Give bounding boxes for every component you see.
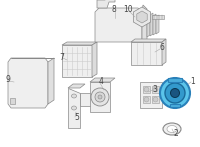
Polygon shape (140, 82, 162, 108)
Polygon shape (142, 5, 147, 42)
Polygon shape (152, 96, 159, 103)
Ellipse shape (144, 97, 149, 102)
Polygon shape (152, 15, 164, 19)
Ellipse shape (91, 88, 109, 106)
Polygon shape (10, 98, 15, 104)
Polygon shape (131, 39, 166, 42)
Ellipse shape (167, 126, 177, 132)
Polygon shape (90, 78, 115, 82)
Polygon shape (62, 42, 97, 45)
Text: 8: 8 (112, 5, 116, 15)
Ellipse shape (98, 95, 102, 99)
Polygon shape (8, 58, 48, 108)
Text: 6: 6 (160, 44, 164, 52)
Polygon shape (68, 88, 80, 128)
Text: 5: 5 (75, 112, 79, 122)
Ellipse shape (165, 83, 185, 103)
Ellipse shape (153, 97, 158, 102)
Ellipse shape (163, 123, 181, 135)
Polygon shape (153, 14, 156, 35)
Polygon shape (143, 96, 150, 103)
Polygon shape (80, 93, 98, 106)
Polygon shape (143, 86, 150, 93)
Polygon shape (156, 15, 159, 34)
Text: 10: 10 (123, 5, 133, 15)
Polygon shape (97, 0, 115, 8)
Polygon shape (137, 11, 147, 23)
Ellipse shape (160, 78, 190, 108)
Text: 2: 2 (174, 130, 178, 138)
Polygon shape (168, 78, 182, 82)
Text: 3: 3 (153, 85, 157, 93)
Polygon shape (68, 84, 85, 88)
Polygon shape (48, 58, 54, 104)
Polygon shape (92, 42, 97, 77)
Polygon shape (170, 104, 180, 107)
Polygon shape (147, 12, 150, 37)
Text: 7: 7 (60, 52, 64, 61)
Text: 4: 4 (99, 77, 103, 86)
Polygon shape (131, 42, 162, 65)
Polygon shape (162, 39, 166, 65)
Text: 9: 9 (6, 76, 10, 85)
Ellipse shape (153, 87, 158, 92)
Polygon shape (152, 86, 159, 93)
Polygon shape (90, 82, 110, 112)
Polygon shape (133, 7, 151, 27)
Ellipse shape (72, 94, 76, 98)
Polygon shape (95, 8, 142, 42)
Polygon shape (150, 13, 153, 36)
Ellipse shape (95, 92, 105, 102)
Ellipse shape (144, 87, 149, 92)
Text: 1: 1 (191, 77, 195, 86)
Polygon shape (62, 45, 92, 77)
Ellipse shape (170, 88, 180, 97)
Ellipse shape (72, 106, 76, 110)
